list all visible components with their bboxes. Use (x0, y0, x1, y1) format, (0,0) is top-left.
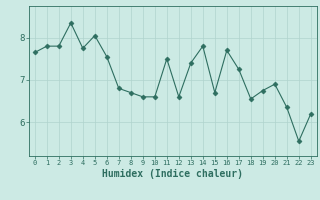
X-axis label: Humidex (Indice chaleur): Humidex (Indice chaleur) (102, 169, 243, 179)
